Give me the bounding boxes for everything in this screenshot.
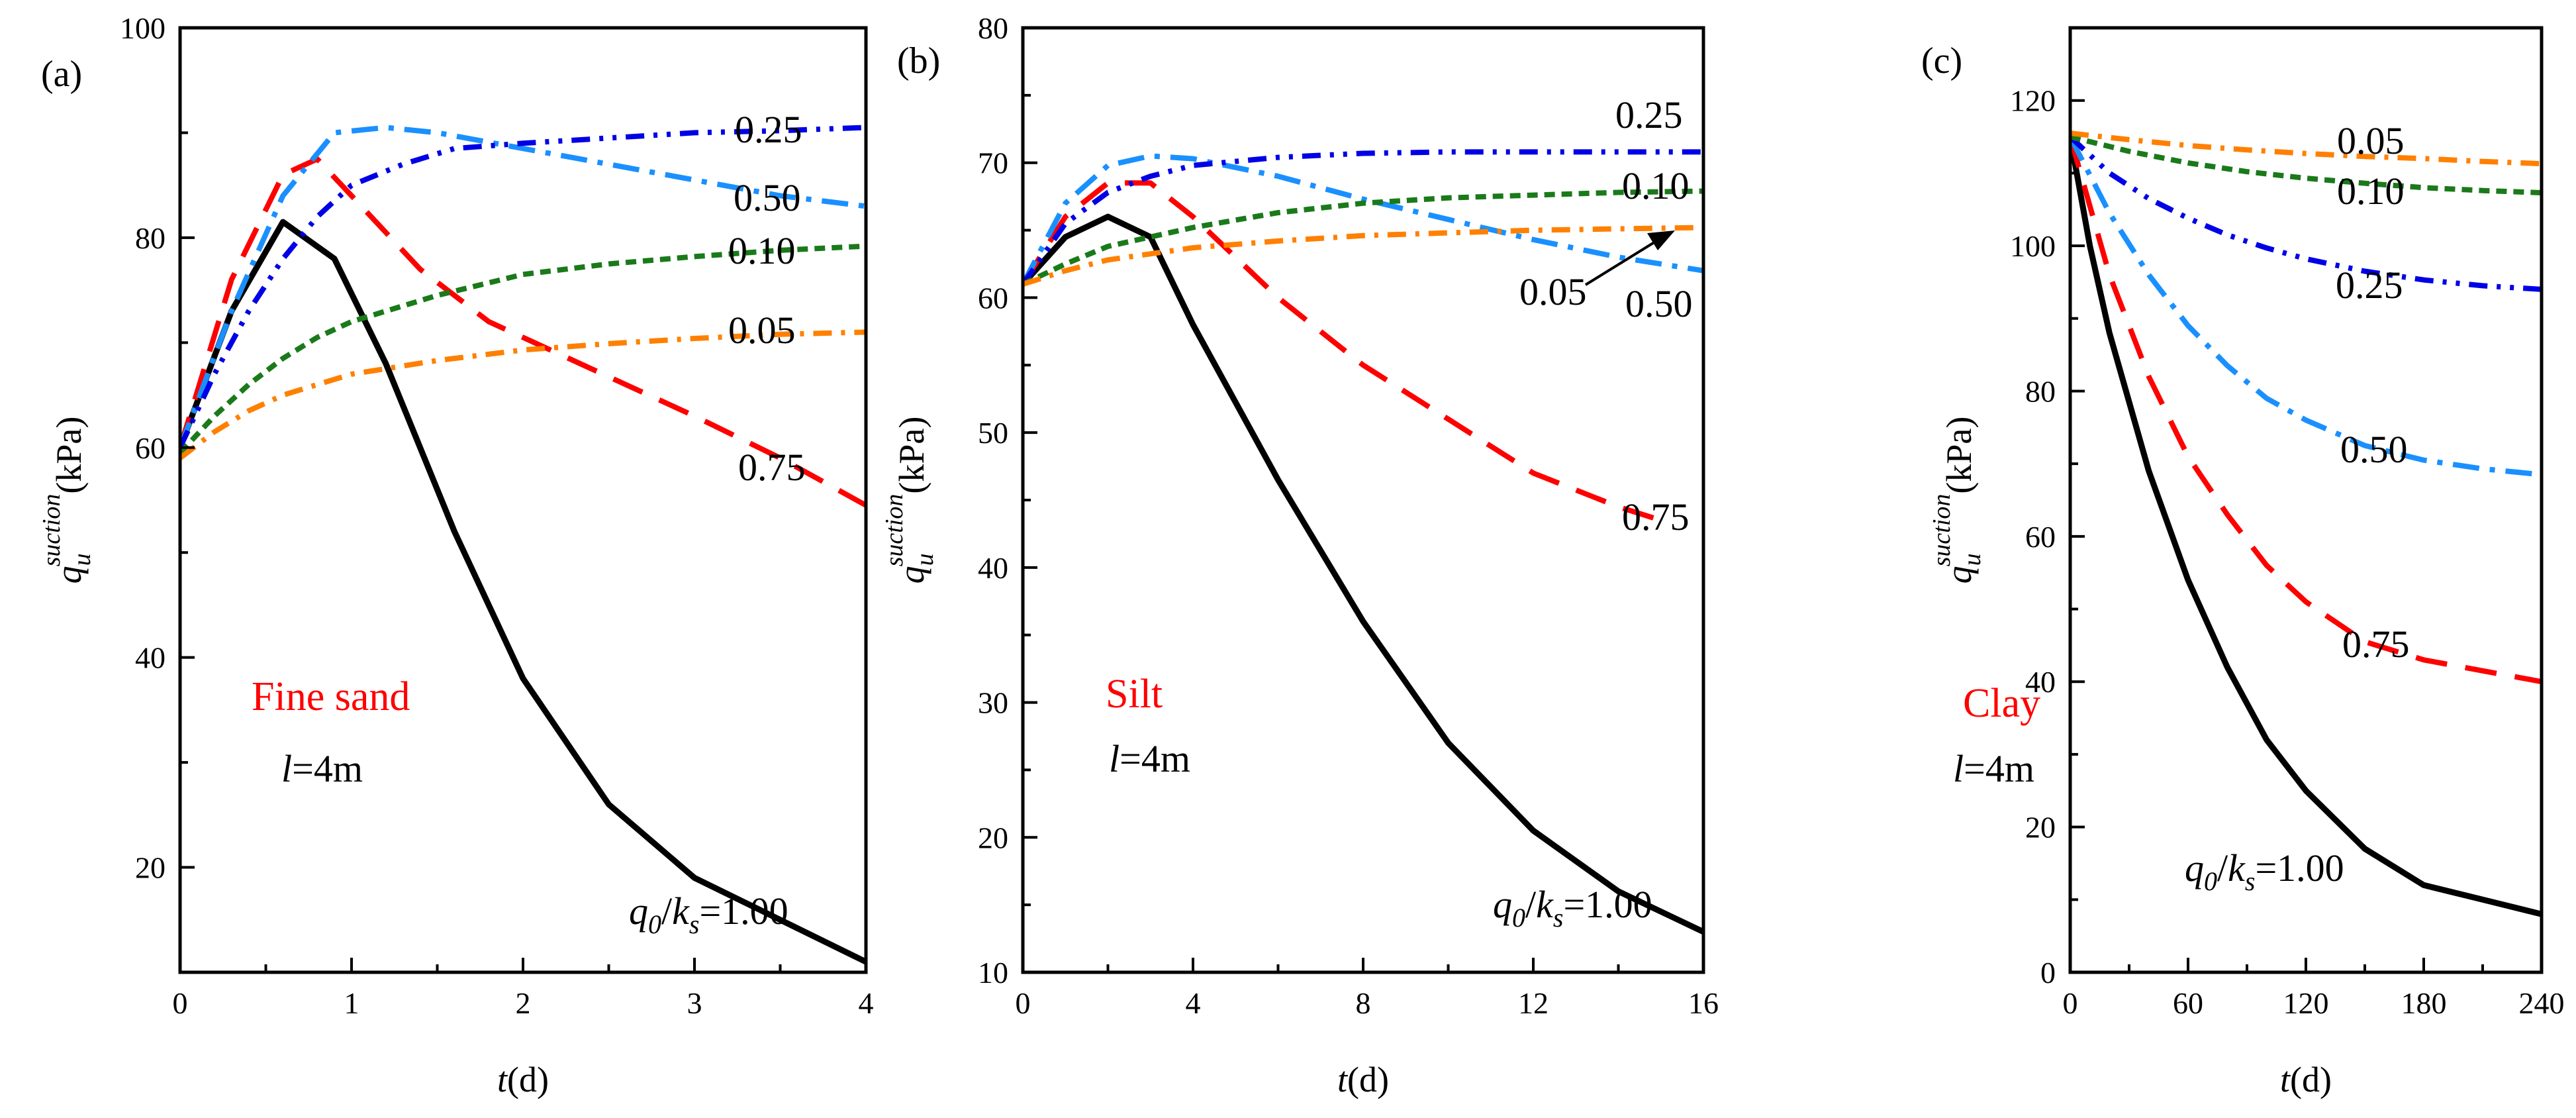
series-group (2070, 130, 2542, 917)
series-line-0-25 (1023, 149, 1703, 286)
x-axis-title: t(d) (497, 1060, 549, 1099)
y-tick-label: 80 (978, 11, 1008, 45)
panel-label: (a) (41, 54, 82, 95)
pile-length-label: l=4m (1109, 737, 1190, 780)
series-line-0-25 (180, 125, 866, 449)
y-tick-label: 40 (135, 641, 166, 675)
series-line-0-50 (1023, 153, 1703, 285)
series-label-1-00: q0/ks=1.00 (2185, 846, 2344, 896)
series-label-0-25: 0.25 (2336, 264, 2403, 307)
series-line-0-10 (2070, 134, 2542, 195)
series-label-0-25: 0.25 (1615, 93, 1683, 136)
annotation-arrow (1584, 238, 1660, 286)
y-tick-label: 80 (2025, 374, 2056, 408)
series-label-0-05: 0.05 (728, 309, 796, 352)
x-tick-label: 180 (2401, 986, 2447, 1020)
series-label-0-50: 0.50 (734, 176, 801, 219)
x-axis-title: t(d) (1337, 1060, 1389, 1099)
y-axis-title: qusuction(kPa) (38, 417, 96, 584)
y-tick-label: 100 (120, 11, 166, 45)
y-tick-label: 20 (2025, 811, 2056, 844)
series-line-1-00 (180, 219, 866, 965)
x-tick-label: 4 (859, 986, 874, 1020)
series-label-0-10: 0.10 (728, 229, 796, 272)
series-line-0-10 (180, 243, 866, 455)
x-tick-label: 16 (1688, 986, 1719, 1020)
series-line-0-50 (180, 125, 866, 449)
y-tick-label: 10 (978, 956, 1008, 990)
x-tick-label: 60 (2173, 986, 2203, 1020)
series-label-0-50: 0.50 (1625, 282, 1693, 325)
x-tick-label: 3 (687, 986, 702, 1020)
soil-type-label: Clay (1963, 681, 2040, 726)
series-line-1-00 (2070, 136, 2542, 917)
x-axis-title: t(d) (2280, 1060, 2332, 1099)
y-axis-title: qusuction(kPa) (881, 417, 939, 584)
series-line-0-05 (180, 329, 866, 460)
series-line-1-00 (1023, 213, 1703, 935)
y-tick-label: 60 (2025, 520, 2056, 554)
y-tick-label: 50 (978, 416, 1008, 450)
series-line-0-05 (2070, 130, 2542, 167)
y-tick-label: 60 (135, 431, 166, 465)
y-tick-label: 70 (978, 146, 1008, 180)
series-line-0-10 (1023, 188, 1703, 287)
series-line-0-50 (2070, 135, 2542, 478)
pile-length-label: l=4m (1953, 747, 2034, 790)
series-label-1-00: q0/ks=1.00 (629, 889, 788, 939)
pile-length-label: l=4m (281, 747, 363, 790)
x-tick-label: 0 (1016, 986, 1031, 1020)
y-tick-label: 40 (978, 551, 1008, 585)
y-tick-label: 30 (978, 686, 1008, 720)
soil-type-label: Silt (1106, 672, 1163, 717)
x-tick-label: 0 (173, 986, 188, 1020)
series-label-0-10: 0.10 (1622, 164, 1690, 207)
y-tick-label: 60 (978, 281, 1008, 315)
series-label-0-25: 0.25 (735, 108, 802, 151)
x-tick-label: 0 (2063, 986, 2078, 1020)
x-tick-label: 1 (344, 986, 359, 1020)
series-line-0-25 (2070, 134, 2542, 292)
series-label-0-75: 0.75 (738, 446, 806, 489)
series-line-0-75 (180, 156, 866, 508)
series-label-0-75: 0.75 (1622, 495, 1690, 538)
series-label-1-00: q0/ks=1.00 (1493, 883, 1652, 933)
y-tick-label: 100 (2010, 229, 2056, 263)
series-label-0-05: 0.05 (1519, 270, 1587, 313)
y-tick-label: 20 (135, 851, 166, 885)
x-tick-label: 120 (2283, 986, 2329, 1020)
x-tick-label: 240 (2519, 986, 2565, 1020)
y-tick-label: 40 (2025, 665, 2056, 699)
series-line-0-75 (1023, 180, 1662, 523)
y-axis-title: qusuction(kPa) (1928, 417, 1986, 584)
y-tick-label: 20 (978, 821, 1008, 854)
series-line-0-75 (2070, 136, 2542, 685)
series-label-0-75: 0.75 (2342, 623, 2410, 666)
y-tick-label: 120 (2010, 84, 2056, 118)
panel-label: (b) (897, 40, 940, 81)
panel-c: 0 60 120 180 240 0 20 40 60 80 100 120 t(d) qusuction… (1921, 26, 2565, 1099)
series-label-0-10: 0.10 (2337, 170, 2405, 213)
panel-b: 0 4 8 12 16 10 20 30 40 50 60 70 80 t(d) qusuction(kPa… (881, 11, 1719, 1099)
annotation-arrowhead (1647, 230, 1675, 250)
panel-a: 0 1 2 3 4 20 40 60 80 100 t(d) qusuction(kPa) (a) Fin… (38, 11, 874, 1099)
x-tick-label: 12 (1518, 986, 1549, 1020)
x-tick-label: 2 (516, 986, 531, 1020)
series-line-0-05 (1023, 225, 1703, 287)
soil-type-label: Fine sand (252, 674, 410, 719)
x-tick-label: 8 (1356, 986, 1371, 1020)
series-group (180, 125, 866, 965)
panel-label: (c) (1921, 40, 1962, 81)
series-label-0-50: 0.50 (2340, 428, 2408, 471)
series-group (1023, 149, 1703, 935)
plot-frame (178, 26, 868, 974)
series-label-0-05: 0.05 (2337, 119, 2405, 162)
x-tick-label: 4 (1186, 986, 1201, 1020)
plot-frame (2068, 26, 2544, 974)
y-tick-label: 80 (135, 221, 166, 255)
y-tick-label: 0 (2040, 956, 2056, 990)
